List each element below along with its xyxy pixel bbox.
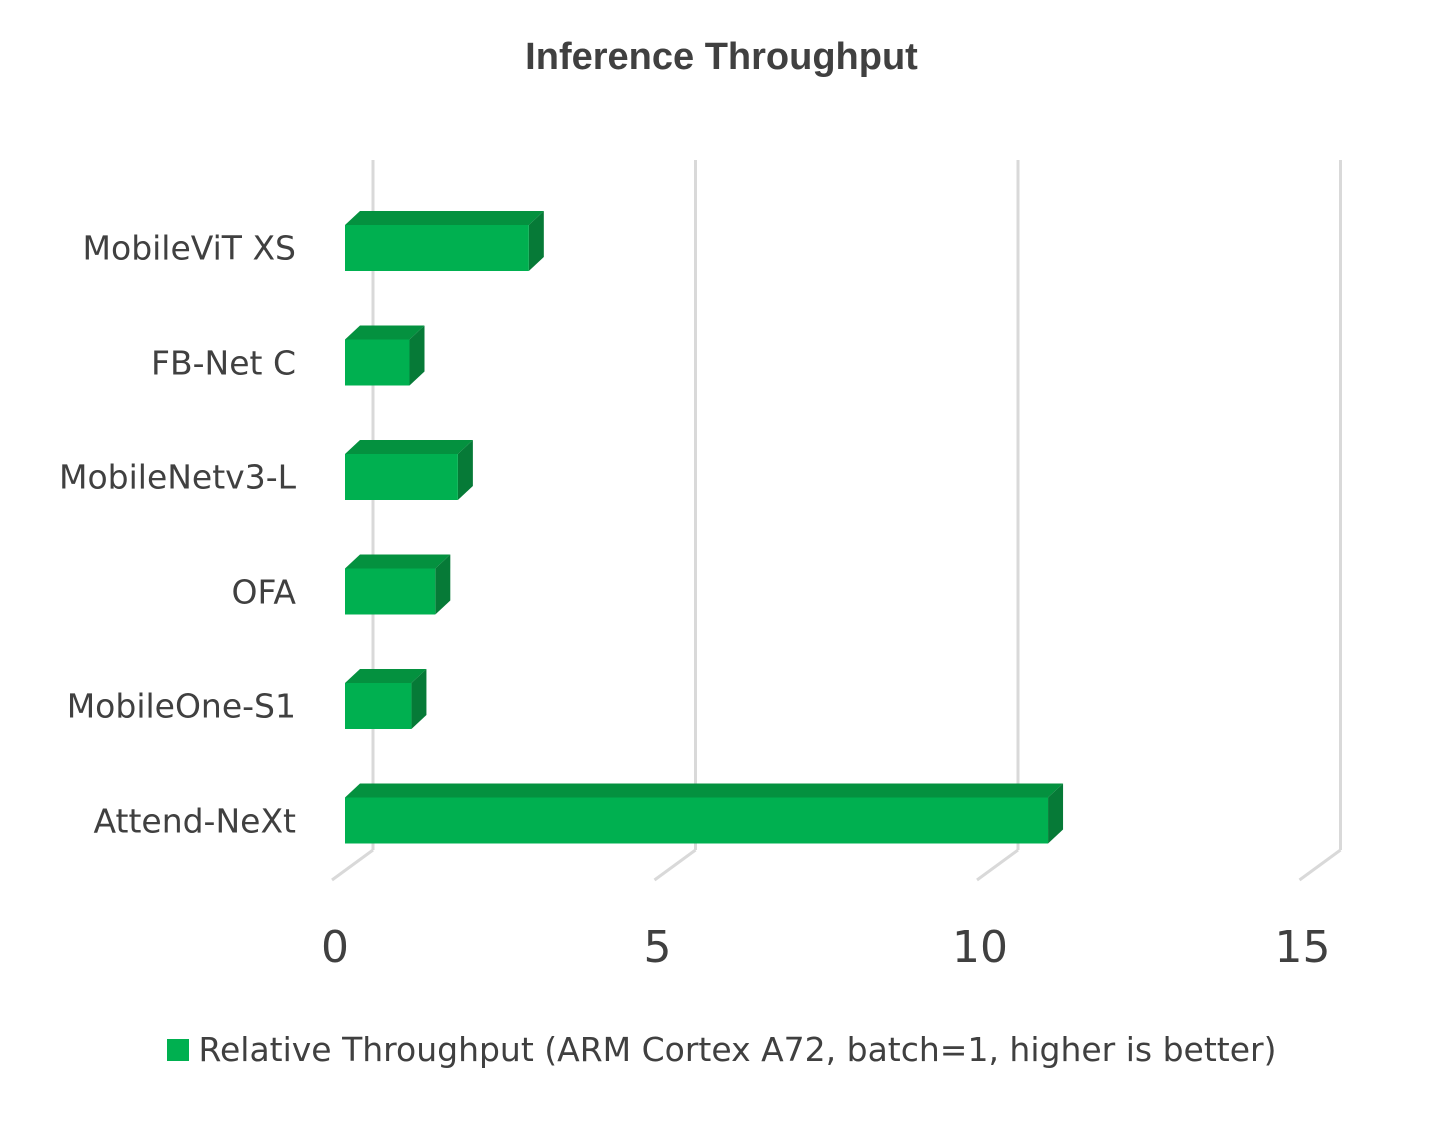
bar-front-face (345, 225, 529, 271)
bar-top-face (345, 211, 544, 225)
x-tick-label: 15 (1274, 922, 1331, 973)
category-label: MobileOne-S1 (66, 686, 296, 726)
bar-front-face (345, 568, 436, 615)
bar-front-face (345, 339, 410, 386)
bar-top-face (345, 325, 425, 340)
category-label: FB-Net C (151, 343, 296, 382)
category-label: Attend-NeXt (93, 801, 296, 840)
x-tick-label: 5 (643, 922, 672, 973)
bar-front-face (345, 454, 458, 500)
bar (345, 669, 427, 729)
category-label: MobileViT XS (82, 228, 296, 268)
floor-gridline (1298, 848, 1342, 882)
chart-title: Inference Throughput (525, 36, 918, 78)
x-tick-label: 10 (952, 922, 1008, 973)
bar-top-face (345, 669, 427, 683)
legend-swatch (166, 1038, 189, 1061)
bar-side-face (435, 554, 451, 615)
floor-gridline (331, 848, 374, 882)
bar-side-face (528, 211, 544, 271)
floor-gridline (653, 848, 697, 882)
bar-front-face (345, 797, 1049, 844)
legend-label: Relative Throughput (ARM Cortex A72, bat… (198, 1030, 1277, 1069)
bar-side-face (1048, 783, 1064, 844)
bar-top-face (345, 440, 473, 454)
bar (345, 325, 425, 386)
legend: Relative Throughput (ARM Cortex A72, bat… (0, 1030, 1443, 1069)
x-tick-label: 0 (321, 922, 349, 973)
floor-gridline (976, 848, 1019, 882)
bar (345, 211, 544, 271)
bar-side-face (411, 669, 427, 729)
bar-top-face (345, 554, 451, 569)
bar (345, 440, 473, 500)
category-label: MobileNetv3-L (59, 457, 296, 497)
bar-top-face (345, 783, 1064, 798)
bar (345, 783, 1064, 844)
category-label: OFA (231, 572, 296, 611)
bar-side-face (457, 440, 473, 500)
bar-side-face (409, 325, 425, 386)
bar-front-face (345, 683, 412, 729)
bar (345, 554, 451, 615)
